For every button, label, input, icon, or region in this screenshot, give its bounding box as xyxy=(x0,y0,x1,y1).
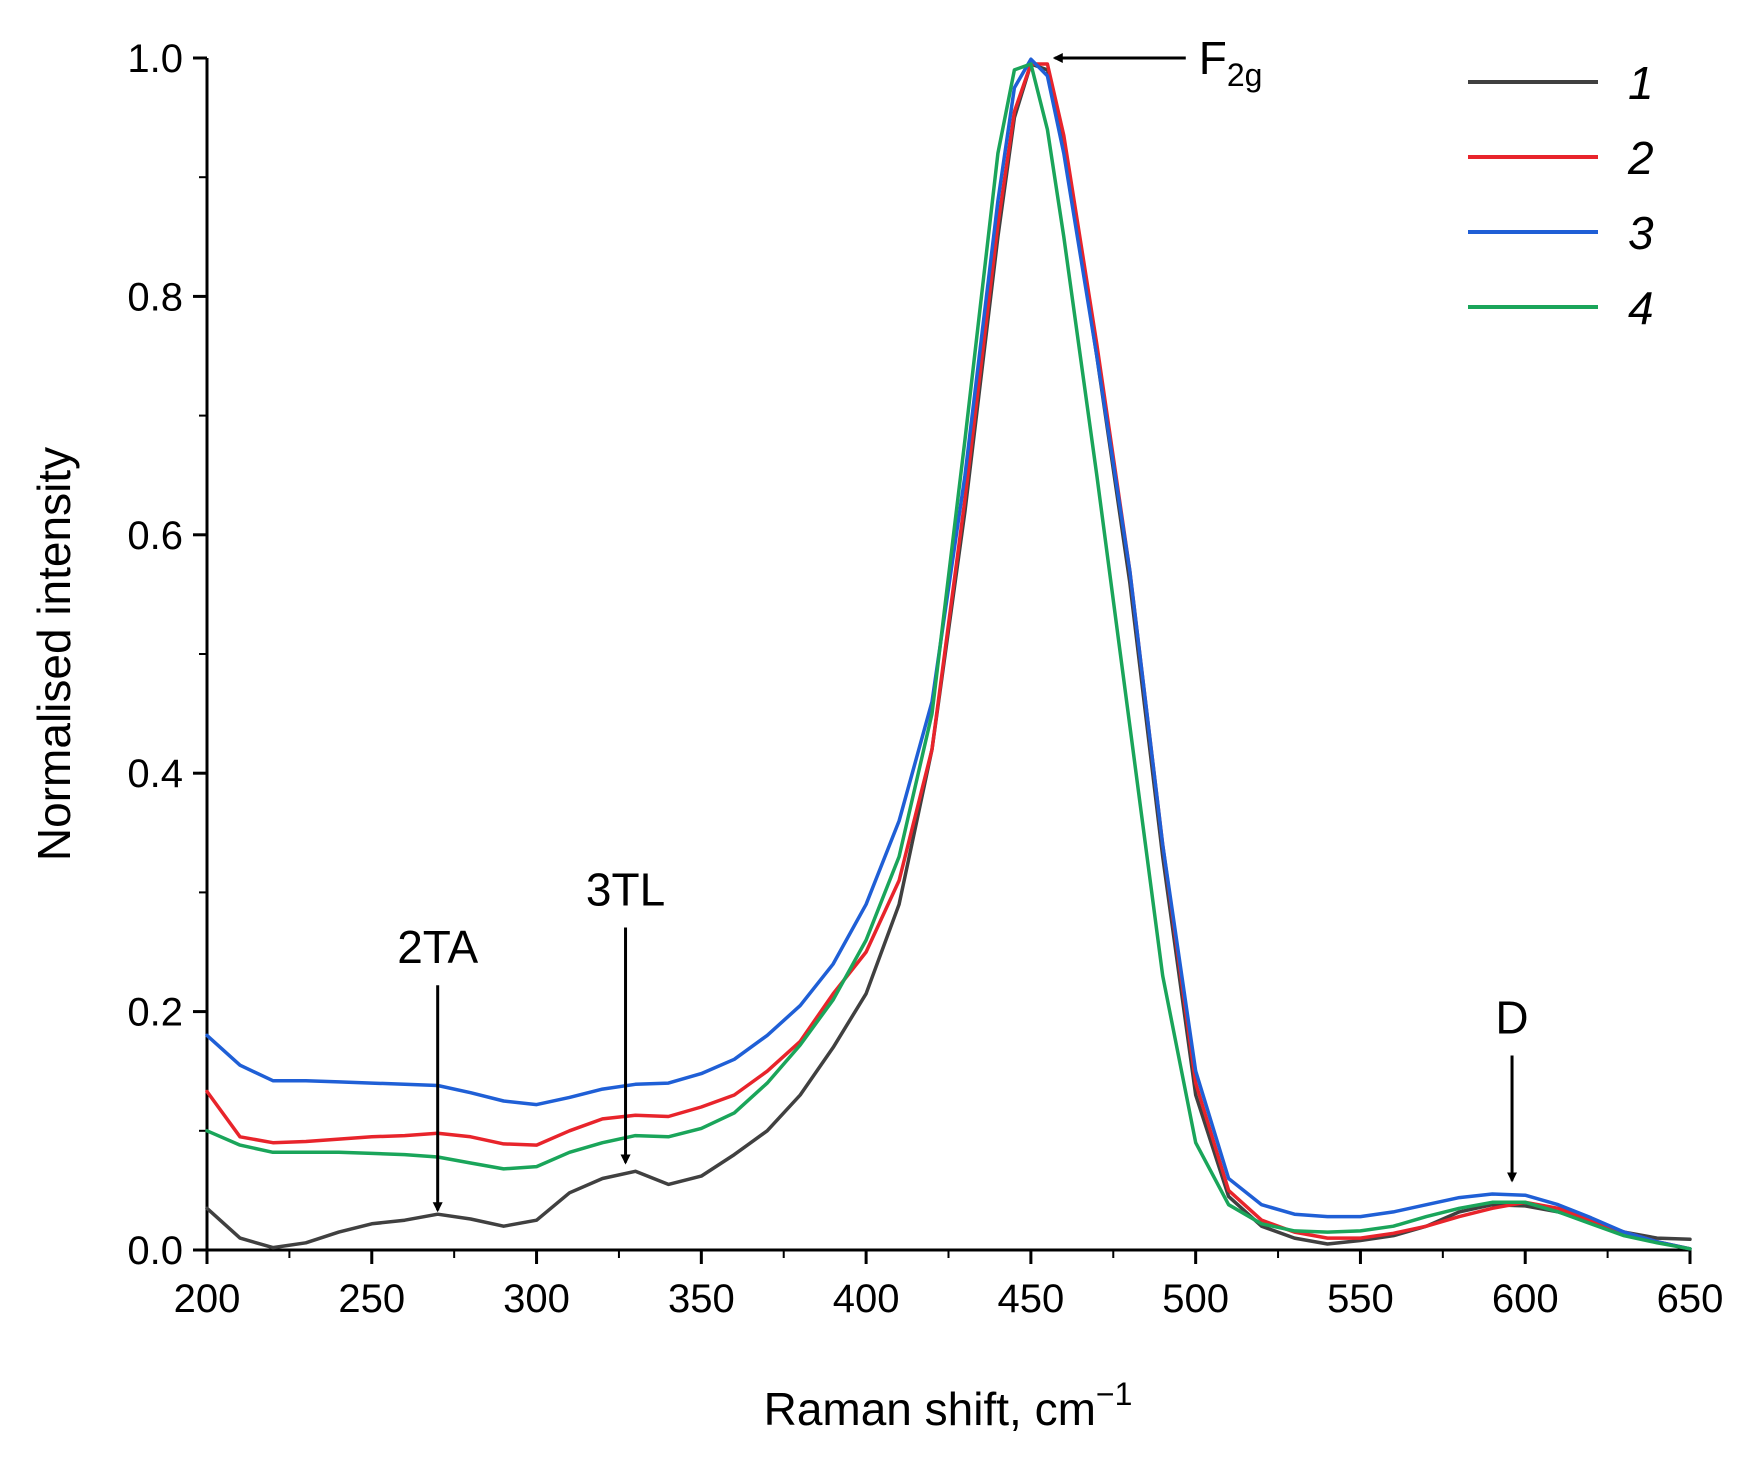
legend-label-2: 2 xyxy=(1627,132,1654,184)
d-annotation: D xyxy=(1495,991,1528,1043)
y-tick-label-3: 0.6 xyxy=(127,514,183,558)
x-tick-label-600: 600 xyxy=(1492,1277,1559,1321)
y-tick-label-2: 0.4 xyxy=(127,752,183,796)
y-tick-label-1: 0.2 xyxy=(127,991,183,1035)
legend-label-4: 4 xyxy=(1628,282,1654,334)
x-tick-label-500: 500 xyxy=(1162,1277,1229,1321)
series-lines xyxy=(205,57,1692,1251)
ticks xyxy=(193,56,1692,1264)
x-axis-title-main: Raman shift, cm xyxy=(764,1383,1096,1435)
y-tick-label-0: 0.0 xyxy=(127,1229,183,1273)
f2g-annotation: F2g xyxy=(1199,32,1263,93)
x-tick-label-650: 650 xyxy=(1657,1277,1724,1321)
3tl-annotation: 3TL xyxy=(586,864,665,916)
x-tick-label-350: 350 xyxy=(668,1277,735,1321)
x-tick-label-550: 550 xyxy=(1327,1277,1394,1321)
x-tick-label-200: 200 xyxy=(174,1277,241,1321)
2ta-annotation: 2TA xyxy=(397,921,478,973)
series-line-4 xyxy=(205,62,1692,1251)
x-tick-label-450: 450 xyxy=(998,1277,1065,1321)
x-axis-title: Raman shift, cm−1 xyxy=(764,1376,1133,1435)
y-tick-label-4: 0.8 xyxy=(127,275,183,319)
f2g-label-main: F xyxy=(1199,32,1227,84)
legend-label-3: 3 xyxy=(1628,207,1654,259)
x-tick-label-300: 300 xyxy=(503,1277,570,1321)
tick-labels: 200 250 300 350 400 450 500 550 600 650 0.0 0.2 0.4 0… xyxy=(127,37,1723,1321)
legend-label-1: 1 xyxy=(1628,57,1654,109)
series-line-3 xyxy=(205,57,1692,1251)
f2g-label-sub: 2g xyxy=(1227,57,1263,93)
y-tick-label-5: 1.0 xyxy=(127,37,183,81)
series-line-2 xyxy=(205,62,1692,1251)
axes xyxy=(205,58,1690,1252)
x-tick-label-400: 400 xyxy=(833,1277,900,1321)
legend: 1 2 3 4 xyxy=(1468,57,1654,334)
annotations: F2g 2TA 3TL D xyxy=(397,32,1529,1213)
y-axis-title: Normalised intensity xyxy=(28,447,80,861)
x-tick-label-250: 250 xyxy=(338,1277,405,1321)
x-axis-title-sup: −1 xyxy=(1096,1376,1132,1412)
series-line-1 xyxy=(205,62,1692,1250)
